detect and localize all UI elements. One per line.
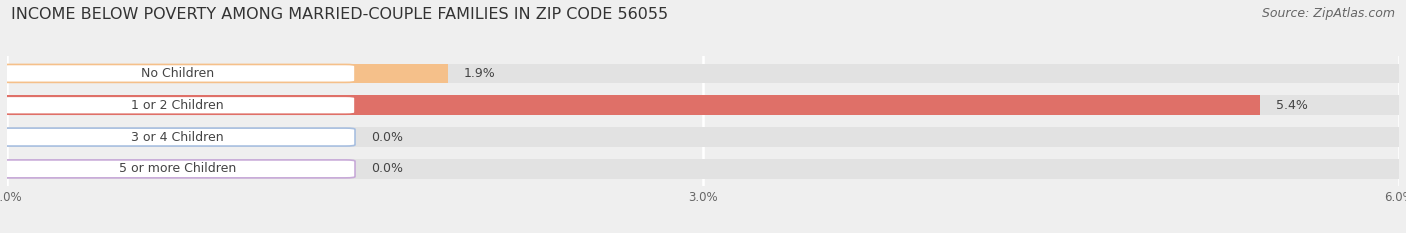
FancyBboxPatch shape (0, 128, 354, 146)
FancyBboxPatch shape (0, 65, 354, 82)
Bar (7, 64, 1399, 83)
Text: 1.9%: 1.9% (464, 67, 496, 80)
Bar (7, 64, 447, 83)
Bar (7, 127, 1399, 147)
Bar (7, 95, 1399, 115)
Text: 0.0%: 0.0% (371, 162, 404, 175)
Bar (7, 95, 1260, 115)
FancyBboxPatch shape (0, 160, 354, 178)
FancyBboxPatch shape (0, 96, 354, 114)
Text: No Children: No Children (141, 67, 214, 80)
Text: INCOME BELOW POVERTY AMONG MARRIED-COUPLE FAMILIES IN ZIP CODE 56055: INCOME BELOW POVERTY AMONG MARRIED-COUPL… (11, 7, 668, 22)
Bar (7, 159, 1399, 179)
Text: 5.4%: 5.4% (1277, 99, 1308, 112)
Text: 3 or 4 Children: 3 or 4 Children (131, 130, 224, 144)
Text: 5 or more Children: 5 or more Children (120, 162, 236, 175)
Text: 1 or 2 Children: 1 or 2 Children (131, 99, 224, 112)
Text: 0.0%: 0.0% (371, 130, 404, 144)
Text: Source: ZipAtlas.com: Source: ZipAtlas.com (1261, 7, 1395, 20)
